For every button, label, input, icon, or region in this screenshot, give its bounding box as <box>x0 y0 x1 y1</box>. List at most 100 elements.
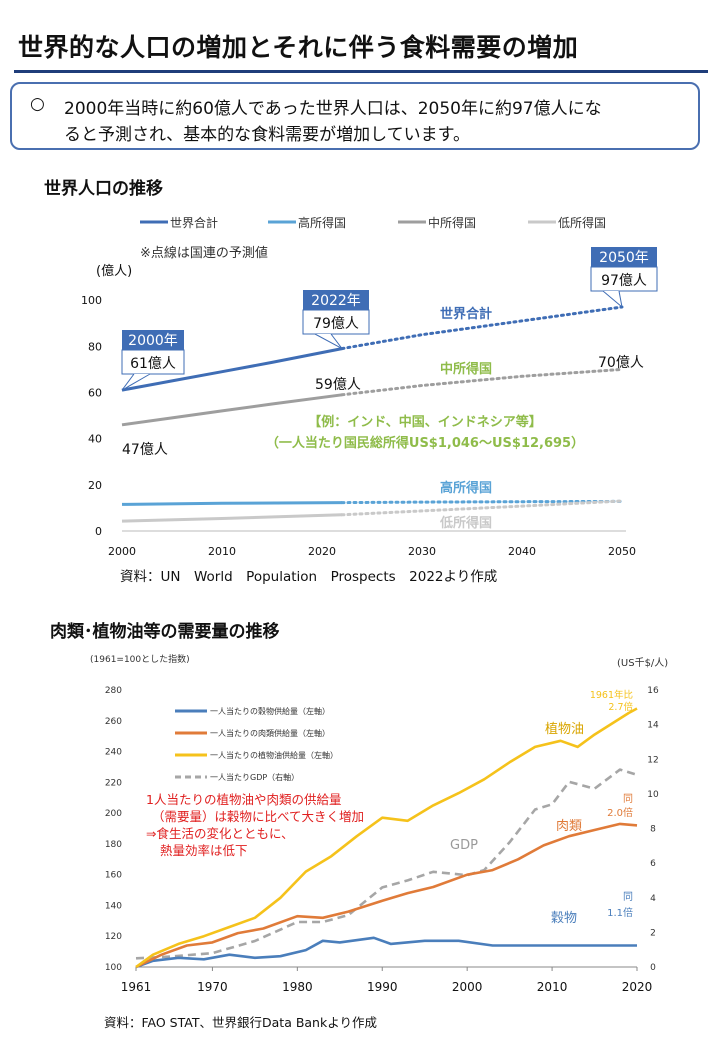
chart1-y-tick: 0 <box>95 525 102 538</box>
callout-2022-pointer <box>314 333 343 350</box>
mid-income-2050: 70億人 <box>598 355 644 371</box>
legend2-label-1: 一人当たりの肉類供給量（左軸） <box>210 728 330 738</box>
chart1-x-tick: 2000 <box>108 545 136 558</box>
meat-ratio-value: 2.0倍 <box>607 806 633 819</box>
food-demand-chart: (1961=100とした指数) (US千$/人)10012014016018020… <box>90 653 668 994</box>
legend2-label-0: 一人当たりの穀物供給量（左軸） <box>210 706 330 716</box>
series-projection-0 <box>340 305 624 351</box>
chart1-x-tick: 2020 <box>308 545 336 558</box>
red-note-1: 1人当たりの植物油や肉類の供給量 <box>146 792 341 807</box>
callout-2000-body <box>121 349 185 375</box>
chart1-y-tick: 100 <box>81 294 102 307</box>
callout-2050-pointer <box>602 290 623 309</box>
chart2-x-tick: 1961 <box>121 980 152 994</box>
veg-ratio-base: 1961年比 <box>590 689 633 701</box>
summary-line-2: ると予測され、基本的な食料需要が増加しています。 <box>64 125 470 145</box>
chart1-y-tick: 80 <box>88 340 102 353</box>
series-projection-1 <box>340 499 624 505</box>
chart2-section-title: 肉類･植物油等の需要量の推移 <box>50 622 280 642</box>
chart1-source: 資料：UN World Population Prospects 2022より作… <box>120 569 498 585</box>
page-title: 世界的な人口の増加とそれに伴う食料需要の増加 <box>18 33 579 62</box>
chart2-left-tick: 140 <box>105 901 122 911</box>
chart2-left-tick: 200 <box>105 809 122 819</box>
red-note-2: （需要量）は穀物に比べて大きく増加 <box>152 809 364 824</box>
series-line-2 <box>135 707 638 969</box>
chart2-left-tick: 120 <box>105 932 122 942</box>
label-vegetable-oil: 植物油 <box>545 722 584 737</box>
chart1-x-tick: 2010 <box>208 545 236 558</box>
summary-bullet: ○ <box>30 94 45 114</box>
callout-2050-year: 2050年 <box>599 250 649 266</box>
chart2-left-tick: 100 <box>105 963 122 973</box>
chart2-left-tick: 280 <box>105 686 122 696</box>
series-line-1 <box>121 501 343 506</box>
example-income-range: （一人当たり国民総所得US$1,046～US$12,695） <box>266 435 584 451</box>
chart1-x-tick: 2050 <box>608 545 636 558</box>
mid-income-2000: 47億人 <box>122 442 168 458</box>
label-grain: 穀物 <box>551 911 577 926</box>
chart2-right-axis-label: (US千$/人) <box>617 657 668 669</box>
meat-ratio-base: 同 <box>623 793 633 805</box>
veg-ratio-value: 2.7倍 <box>608 701 633 713</box>
callout-2022-year: 2022年 <box>311 293 361 309</box>
callout-2022-header <box>303 290 369 310</box>
summary-box: ○ 2000年当時に約60億人であった世界人口は、2050年に約97億人にな る… <box>10 82 700 150</box>
summary-line-1: 2000年当時に約60億人であった世界人口は、2050年に約97億人にな <box>64 99 602 119</box>
series-line-2 <box>121 393 343 427</box>
callout-2022-body <box>302 309 370 335</box>
legend2-label-2: 一人当たりの植物油供給量（左軸） <box>210 750 338 760</box>
chart2-left-tick: 180 <box>105 840 122 850</box>
chart2-right-tick: 2 <box>650 928 656 938</box>
red-note-3: ⇒食生活の変化とともに、 <box>146 826 294 841</box>
legend-label-0: 世界合計 <box>170 215 218 230</box>
chart2-source: 資料：FAO STAT、世界銀行Data Bankより作成 <box>104 1015 377 1030</box>
chart2-right-tick: 4 <box>650 894 656 904</box>
chart1-y-tick: 60 <box>88 386 102 399</box>
mid-income-2022: 59億人 <box>315 377 361 393</box>
series-line-0 <box>135 936 637 969</box>
chart2-x-tick: 1970 <box>197 980 228 994</box>
legend-label-3: 低所得国 <box>558 215 606 230</box>
chart2-right-tick: 12 <box>647 755 658 765</box>
series-projection-3 <box>340 499 624 517</box>
chart2-left-tick: 240 <box>105 748 122 758</box>
chart2-right-tick: 14 <box>647 721 659 731</box>
chart2-right-tick: 8 <box>650 825 656 835</box>
callout-2050-header <box>591 247 657 267</box>
grain-ratio-value: 1.1倍 <box>607 906 633 919</box>
series-label-0: 世界合計 <box>440 306 492 322</box>
chart2-left-tick: 260 <box>105 717 122 727</box>
callout-2000-year: 2000年 <box>128 333 178 349</box>
example-countries: 【例：インド、中国、インドネシア等】 <box>308 414 541 430</box>
series-line-3 <box>135 768 638 960</box>
label-meat: 肉類 <box>556 819 582 834</box>
population-chart: 世界合計 高所得国 中所得国 低所得国※点線は国連の予測値(億人)0204060801… <box>81 215 658 558</box>
series-label-2: 中所得国 <box>440 361 492 377</box>
chart2-left-tick: 160 <box>105 871 122 881</box>
title-underline <box>14 70 708 73</box>
chart1-y-axis-label: (億人) <box>96 263 132 279</box>
callout-2022-value: 79億人 <box>313 316 359 332</box>
chart2-right-tick: 16 <box>647 686 659 696</box>
chart2-x-tick: 2020 <box>622 980 653 994</box>
series-label-1: 高所得国 <box>440 480 492 496</box>
series-projection-2 <box>340 367 624 397</box>
series-line-3 <box>121 513 343 523</box>
legend2-label-3: 一人当たりGDP（右軸） <box>210 772 299 782</box>
callout-2050-value: 97億人 <box>601 273 647 289</box>
chart2-left-axis-label: (1961=100とした指数) <box>90 653 190 665</box>
series-line-0 <box>121 347 343 392</box>
chart1-y-tick: 20 <box>88 479 102 492</box>
chart2-right-tick: 0 <box>650 963 656 973</box>
chart2-x-tick: 2000 <box>452 980 483 994</box>
callout-2000-pointer <box>121 373 151 391</box>
chart1-section-title: 世界人口の推移 <box>44 179 163 199</box>
callout-2000-header <box>122 330 184 350</box>
chart1-x-tick: 2040 <box>508 545 536 558</box>
chart2-right-tick: 6 <box>650 859 656 869</box>
callout-2050-body <box>590 266 658 292</box>
chart2-x-tick: 1980 <box>282 980 313 994</box>
legend-label-2: 中所得国 <box>428 215 476 230</box>
chart1-x-tick: 2030 <box>408 545 436 558</box>
red-note-4: 熱量効率は低下 <box>160 843 248 858</box>
